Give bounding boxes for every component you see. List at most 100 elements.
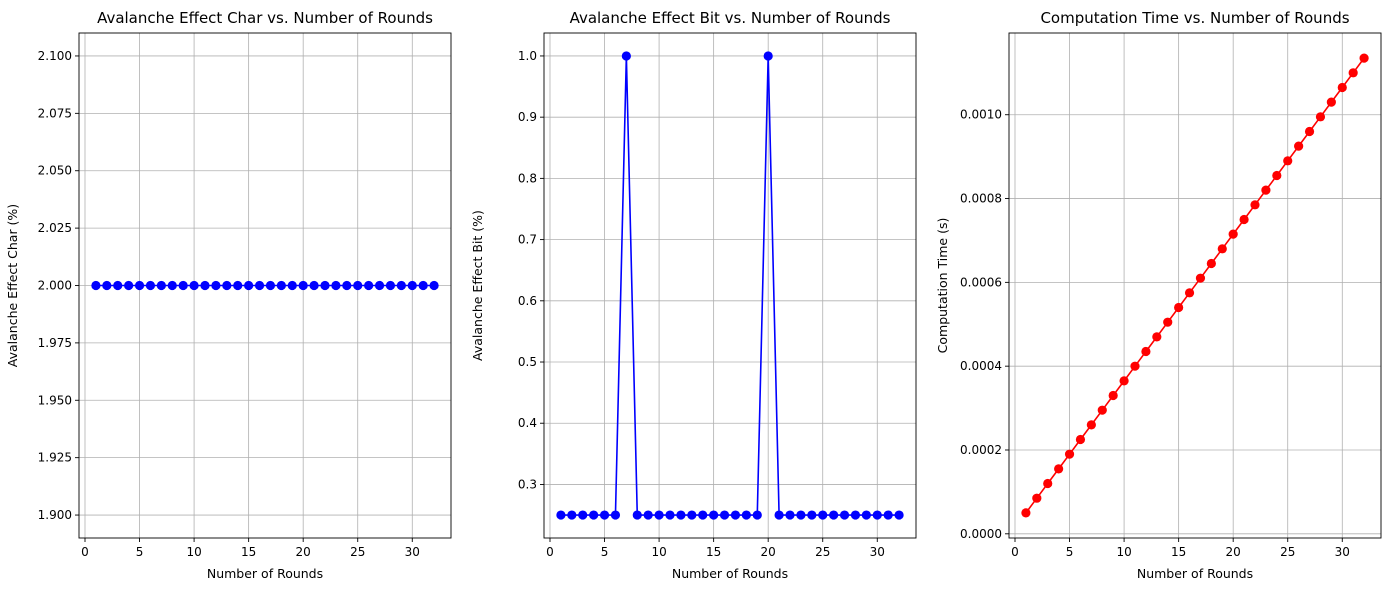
- x-tick-label: 15: [1171, 545, 1186, 559]
- data-point: [785, 510, 795, 520]
- y-tick-label: 1.925: [38, 451, 72, 465]
- data-point: [1217, 244, 1227, 254]
- data-point: [1272, 170, 1282, 181]
- data-point: [1108, 390, 1118, 401]
- data-point: [621, 51, 631, 61]
- y-tick-label: 2.025: [38, 221, 72, 235]
- data-point: [1130, 361, 1140, 371]
- data-point: [829, 510, 839, 520]
- data-point: [872, 510, 882, 520]
- data-point: [1294, 141, 1304, 151]
- y-tick-label: 1.950: [38, 393, 72, 407]
- data-point: [1021, 508, 1031, 518]
- data-point: [1119, 376, 1129, 386]
- y-axis-label: Computation Time (s): [935, 218, 950, 354]
- data-point: [134, 280, 145, 291]
- series-line: [560, 55, 900, 516]
- data-point: [1283, 156, 1293, 166]
- data-point: [861, 510, 871, 520]
- data-point: [719, 510, 730, 520]
- data-point: [1043, 478, 1053, 489]
- data-point: [709, 510, 719, 520]
- x-tick-label: 10: [651, 545, 666, 559]
- chart-title: Avalanche Effect Char vs. Number of Roun…: [97, 9, 433, 27]
- data-point: [1359, 53, 1369, 63]
- data-point: [211, 280, 221, 291]
- data-point: [233, 280, 243, 291]
- data-point: [1315, 112, 1326, 122]
- x-tick-label: 20: [296, 545, 311, 559]
- data-point: [1326, 97, 1336, 107]
- y-axis-label: Avalanche Effect Bit (%): [470, 210, 485, 361]
- axes-frame: [1008, 32, 1382, 539]
- data-point: [763, 51, 773, 61]
- data-point: [1348, 68, 1358, 78]
- data-point: [752, 510, 762, 520]
- data-point: [556, 510, 566, 520]
- data-point: [1250, 200, 1260, 210]
- x-tick-label: 30: [870, 545, 885, 559]
- chart-panel-1: 0 5 10 15 20 25 30 1.900 1.925 1.950 1.975 2.000 2.0…: [5, 9, 452, 581]
- x-tick-label: 20: [1226, 545, 1241, 559]
- x-tick-label: 5: [601, 545, 609, 559]
- data-point: [1097, 405, 1107, 415]
- data-point: [883, 510, 893, 520]
- x-tick-label: 15: [706, 545, 721, 559]
- data-point: [839, 510, 850, 520]
- data-point: [850, 510, 861, 520]
- data-point: [91, 280, 101, 291]
- data-point: [1163, 317, 1173, 327]
- data-point: [687, 510, 697, 520]
- data-point: [1152, 332, 1162, 342]
- data-point: [1174, 302, 1184, 313]
- y-tick-label: 0.0010: [960, 108, 1002, 122]
- data-point: [676, 510, 686, 520]
- data-point: [287, 280, 297, 291]
- data-point: [730, 510, 741, 520]
- x-tick-label: 5: [1066, 545, 1074, 559]
- data-point: [1304, 126, 1315, 137]
- data-point: [599, 510, 610, 520]
- data-point: [1075, 434, 1086, 445]
- data-point: [1239, 214, 1249, 225]
- data-point: [1228, 229, 1238, 239]
- data-point: [1195, 273, 1206, 283]
- chart-panel-2: 0 5 10 15 20 25 30 0.3 0.4 0.5 0.6 0.7 0.8 0.9 1.0 Aval…: [470, 9, 917, 581]
- y-axis-label: Avalanche Effect Char (%): [5, 204, 20, 367]
- y-tick-label: 0.5: [518, 355, 537, 369]
- data-point: [200, 280, 210, 291]
- data-point: [589, 510, 599, 520]
- y-tick-label: 0.7: [518, 233, 537, 247]
- data-point: [396, 280, 406, 291]
- x-tick-label: 15: [241, 545, 256, 559]
- y-tick-label: 0.0004: [960, 359, 1002, 373]
- data-point: [610, 510, 621, 520]
- data-point: [567, 510, 577, 520]
- y-tick-label: 0.8: [518, 171, 537, 185]
- y-tick-label: 1.900: [38, 508, 72, 522]
- x-tick-label: 0: [546, 545, 554, 559]
- x-tick-label: 25: [1280, 545, 1295, 559]
- data-point: [1141, 346, 1151, 357]
- data-point: [1206, 258, 1216, 269]
- x-tick-label: 0: [81, 545, 89, 559]
- data-point: [331, 280, 341, 291]
- y-tick-label: 0.0000: [960, 527, 1002, 541]
- data-point: [807, 510, 817, 520]
- x-axis-label: Number of Rounds: [1137, 566, 1253, 581]
- x-axis-label: Number of Rounds: [672, 566, 788, 581]
- data-point: [156, 280, 166, 291]
- data-point: [254, 280, 265, 291]
- chart-title: Avalanche Effect Bit vs. Number of Round…: [570, 9, 891, 27]
- data-point: [1261, 185, 1271, 195]
- data-point: [894, 510, 904, 520]
- data-point: [353, 280, 363, 291]
- axes-frame: [543, 32, 917, 539]
- data-point: [1184, 288, 1195, 298]
- data-point: [818, 510, 828, 520]
- y-tick-label: 0.0008: [960, 192, 1002, 206]
- data-point: [276, 280, 286, 291]
- x-tick-label: 10: [186, 545, 201, 559]
- x-axis-label: Number of Rounds: [207, 566, 323, 581]
